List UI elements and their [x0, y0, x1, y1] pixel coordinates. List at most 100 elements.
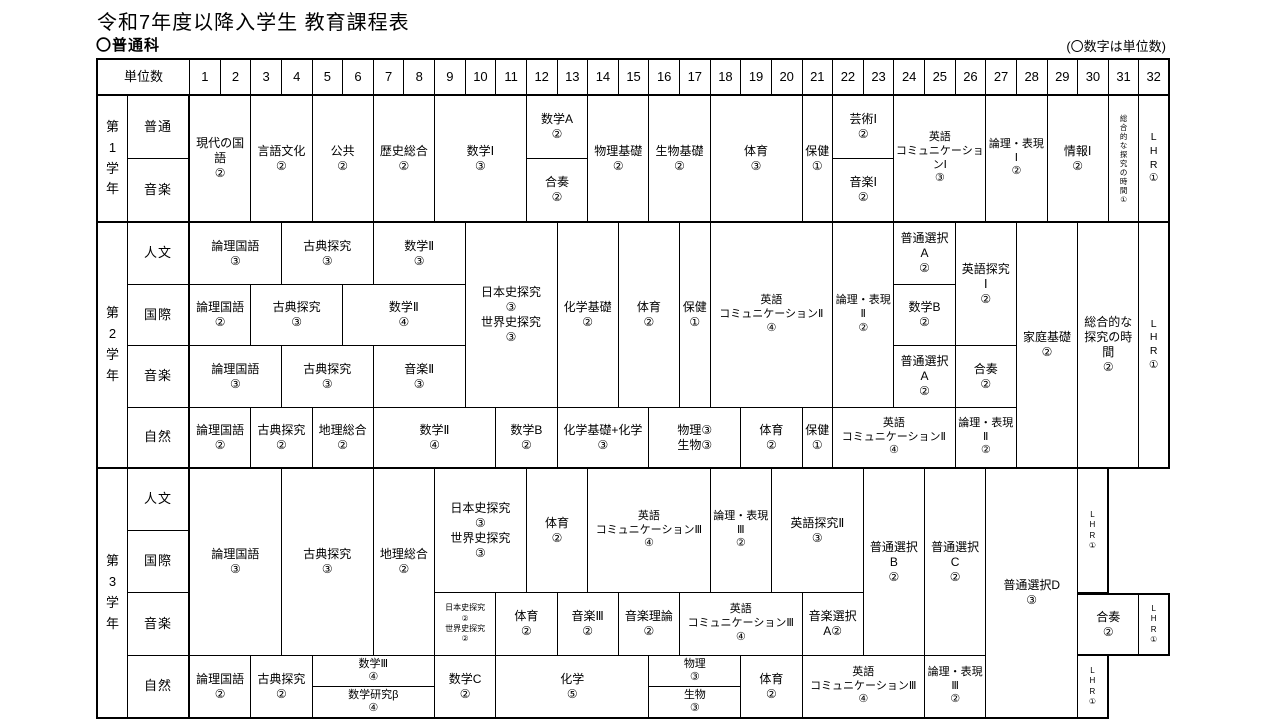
course-cell: 総合的な探究の時間 ② — [1078, 223, 1140, 469]
course-cell: 音楽理論 ② — [618, 593, 680, 656]
unit-col-header: 4 — [281, 58, 313, 96]
course-cell: 数学B ② — [894, 285, 956, 346]
stream-label: 音楽 — [128, 159, 190, 223]
unit-col-header: 30 — [1078, 58, 1109, 96]
course-cell: 保健 ① — [680, 223, 711, 408]
course-cell: 数学Ⅱ ③ — [373, 223, 466, 285]
page-title: 令和7年度以降入学生 教育課程表 — [97, 12, 410, 34]
unit-col-header: 25 — [925, 58, 956, 96]
course-cell: 論理国語 ③ — [190, 469, 282, 656]
course-cell: 論理国語 ② — [190, 285, 252, 346]
course-cell: 言語文化 ② — [251, 96, 313, 223]
course-cell: 論理・表現 Ⅱ ② — [955, 408, 1017, 469]
course-cell: 日本史探究 ③ 世界史探究 ③ — [435, 469, 527, 593]
unit-col-header: 27 — [986, 58, 1017, 96]
course-cell: 体育 ② — [741, 656, 803, 719]
course-cell: 合奏 ② — [1078, 593, 1140, 656]
course-cell: 英語 コミュニケーションⅢ ④ — [802, 656, 925, 719]
course-cell: 合奏 ② — [955, 346, 1017, 408]
course-cell: 数学C ② — [435, 656, 497, 719]
course-cell: 論理・表現 Ⅲ ② — [710, 469, 772, 593]
unit-col-header: 23 — [863, 58, 895, 96]
course-cell: 論理・表現 Ⅱ ② — [833, 223, 895, 408]
course-cell: 英語探究Ⅱ ③ — [771, 469, 864, 593]
course-cell: 合奏 ② — [526, 159, 589, 223]
stream-label: 人文 — [128, 469, 190, 531]
course-cell: 英語 コミュニケーションⅢ ④ — [680, 593, 803, 656]
unit-col-header: 21 — [802, 58, 834, 96]
course-cell: 普通選択 C ② — [925, 469, 987, 656]
course-cell: 地理総合 ② — [373, 469, 435, 656]
course-cell: 普通選択 A ② — [894, 223, 956, 285]
section-label: 〇普通科 — [96, 37, 161, 54]
stream-label: 国際 — [128, 531, 190, 593]
unit-col-header: 3 — [251, 58, 282, 96]
course-cell: 歴史総合 ② — [373, 96, 435, 223]
course-cell: 普通選択 B ② — [863, 469, 925, 656]
unit-col-header: 31 — [1108, 58, 1140, 96]
unit-col-header: 7 — [373, 58, 405, 96]
course-cell: 保健 ① — [802, 96, 834, 223]
unit-note: (〇数字は単位数) — [1066, 39, 1166, 54]
course-cell: 情報Ⅰ ② — [1047, 96, 1109, 223]
unit-col-header: 8 — [404, 58, 435, 96]
course-cell: 家庭基礎 ② — [1016, 223, 1079, 469]
course-cell: 数学Ⅲ ④ 数学研究β ④ — [312, 656, 435, 719]
unit-col-header: 32 — [1139, 58, 1170, 96]
course-cell: 体育 ② — [618, 223, 680, 408]
stream-label: 普通 — [128, 96, 190, 159]
course-cell: 英語 コミュニケーションⅢ ④ — [588, 469, 711, 593]
stream-label: 人文 — [128, 223, 190, 285]
course-cell: 数学Ⅱ ④ — [373, 408, 497, 469]
course-cell: 古典探究 ② — [251, 656, 313, 719]
course-cell: 体育 ② — [526, 469, 589, 593]
course-cell: 論理国語 ③ — [190, 223, 282, 285]
course-cell: 論理・表現 Ⅰ ② — [986, 96, 1048, 223]
unit-col-header: 12 — [526, 58, 558, 96]
stream-label: 音楽 — [128, 346, 190, 408]
course-cell: 数学A ② — [526, 96, 589, 159]
course-cell: 日本史探究 ③ 世界史探究 ③ — [465, 223, 558, 408]
course-cell: 論理国語 ② — [190, 408, 252, 469]
course-cell: 英語探究 Ⅰ ② — [955, 223, 1017, 346]
course-cell: 音楽Ⅱ ③ — [373, 346, 466, 408]
course-cell: 保健 ① — [802, 408, 834, 469]
unit-col-header: 24 — [894, 58, 925, 96]
unit-col-header: 17 — [680, 58, 711, 96]
course-cell: 古典探究 ③ — [251, 285, 344, 346]
course-cell: 体育 ② — [741, 408, 803, 469]
course-cell: 古典探究 ③ — [281, 469, 374, 656]
course-cell: 芸術Ⅰ ② — [833, 96, 895, 159]
course-cell: 公共 ② — [312, 96, 374, 223]
curriculum-grid: 単位数 1 2 3 4 5 6 7 8 9 10 11 12 13 14 15 16 17 18 19 20 21 22 23… — [96, 58, 1170, 719]
course-cell: 英語 コミュニケーションⅡ ④ — [833, 408, 956, 469]
course-cell: 数学Ⅰ ③ — [435, 96, 527, 223]
unit-col-header: 9 — [435, 58, 466, 96]
course-cell: 現代の国語 ② — [190, 96, 252, 223]
course-cell: 古典探究 ③ — [281, 346, 374, 408]
course-cell: 古典探究 ② — [251, 408, 313, 469]
course-cell: 数学Ⅱ ④ — [343, 285, 466, 346]
unit-col-header: 19 — [741, 58, 772, 96]
course-cell: 普通選択D ③ — [986, 469, 1079, 719]
course-cell: 化学 ⑤ — [496, 656, 650, 719]
course-cell: 音楽選択 A② — [802, 593, 864, 656]
unit-col-header: 22 — [833, 58, 864, 96]
stream-label: 国際 — [128, 285, 190, 346]
course-cell: 古典探究 ③ — [281, 223, 374, 285]
course-cell: 普通選択 A ② — [894, 346, 956, 408]
course-cell: 体育 ③ — [710, 96, 803, 223]
course-cell: 論理・表現 Ⅲ ② — [925, 656, 987, 719]
unit-col-header: 13 — [557, 58, 589, 96]
course-cell: 英語 コミュニケーションⅠ ③ — [894, 96, 987, 223]
